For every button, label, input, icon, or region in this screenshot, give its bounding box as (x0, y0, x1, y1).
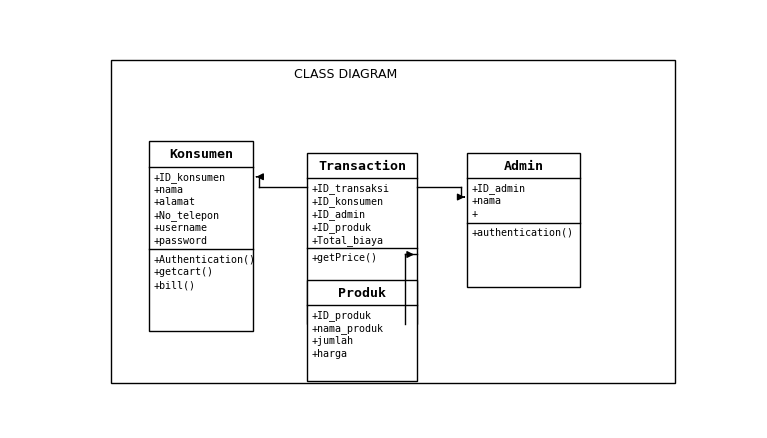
Text: +nama_produk: +nama_produk (311, 322, 383, 333)
Text: +ID_konsumen: +ID_konsumen (311, 196, 383, 207)
Text: +ID_produk: +ID_produk (311, 310, 371, 321)
Text: +: + (472, 209, 478, 219)
Text: +Authentication(): +Authentication() (153, 254, 255, 264)
Bar (307, 280, 417, 381)
Text: +ID_produk: +ID_produk (311, 222, 371, 233)
Text: +nama: +nama (153, 184, 183, 194)
Text: CLASS DIAGRAM: CLASS DIAGRAM (294, 68, 397, 81)
Text: +ID_transaksi: +ID_transaksi (311, 183, 389, 194)
Bar (307, 154, 417, 324)
Text: +getcart(): +getcart() (153, 267, 213, 277)
Text: +Total_biaya: +Total_biaya (311, 234, 383, 245)
Text: +nama: +nama (472, 196, 502, 206)
Text: +password: +password (153, 235, 208, 245)
Text: +No_telepon: +No_telepon (153, 210, 219, 221)
Text: +ID_admin: +ID_admin (472, 183, 525, 194)
Text: +ID_konsumen: +ID_konsumen (153, 171, 225, 182)
Text: +bill(): +bill() (153, 279, 196, 290)
Text: +ID_admin: +ID_admin (311, 209, 365, 219)
Text: Konsumen: Konsumen (170, 148, 233, 161)
Text: +harga: +harga (311, 348, 347, 358)
Text: Transaction: Transaction (318, 160, 406, 173)
Bar (467, 154, 581, 287)
Text: +alamat: +alamat (153, 197, 196, 207)
Text: Produk: Produk (338, 286, 386, 299)
Text: +authentication(): +authentication() (472, 227, 574, 237)
Text: +username: +username (153, 223, 208, 233)
Bar (150, 142, 253, 331)
Text: Admin: Admin (504, 160, 544, 173)
Text: +jumlah: +jumlah (311, 335, 353, 345)
Text: +getPrice(): +getPrice() (311, 253, 377, 263)
